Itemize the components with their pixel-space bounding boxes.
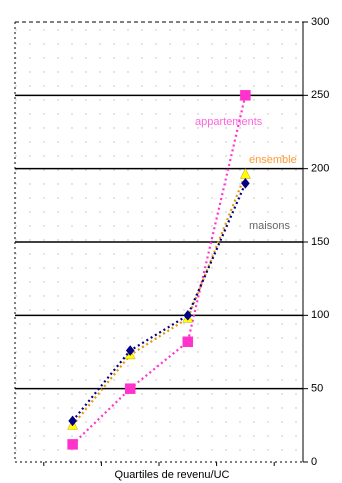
y-tick-label: 100 [311, 309, 329, 321]
point [125, 345, 135, 356]
point [67, 439, 78, 450]
series-line [71, 182, 247, 422]
y-tick-label: 200 [311, 163, 329, 175]
point [241, 177, 250, 189]
x-axis-label: Quartiles de revenu/UC [115, 469, 230, 481]
point [240, 90, 251, 101]
point [68, 415, 77, 427]
series-line [71, 95, 247, 446]
y-tick-label: 250 [311, 89, 329, 101]
point [124, 383, 136, 394]
series-label: appartements [195, 116, 263, 128]
point [182, 336, 194, 347]
point [183, 309, 193, 321]
y-tick-label: 0 [311, 456, 317, 468]
y-tick-label: 50 [311, 383, 323, 395]
y-tick-label: 300 [311, 16, 329, 28]
series-label: ensemble [249, 154, 297, 166]
series-label: maisons [249, 220, 290, 232]
y-tick-label: 150 [311, 236, 329, 248]
series-line [71, 174, 247, 427]
